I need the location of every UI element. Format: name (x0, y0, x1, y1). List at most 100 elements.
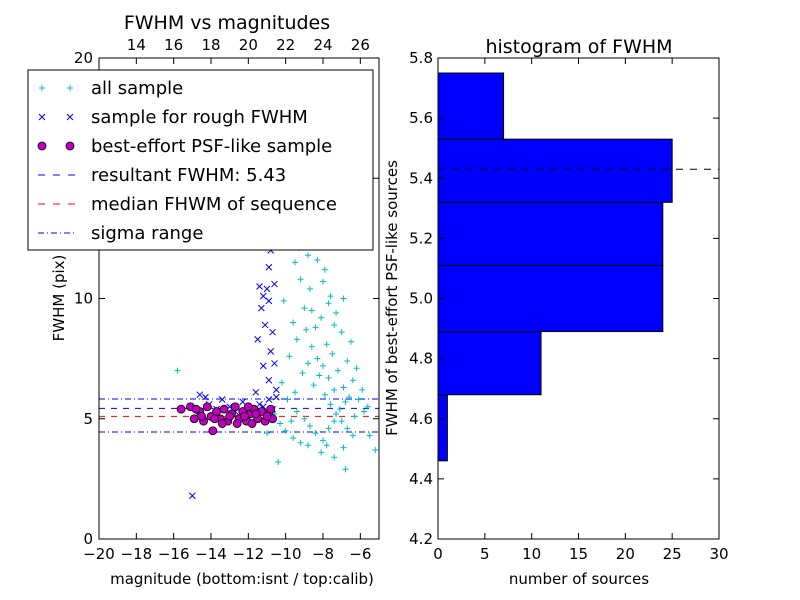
histogram-ylabel: FWHM of best-effort PSF-like sources (383, 160, 401, 436)
data-point (355, 396, 362, 403)
data-point (331, 454, 338, 461)
histogram-bar (437, 201, 664, 266)
data-point (265, 263, 273, 271)
data-point (306, 285, 313, 292)
data-point (174, 367, 181, 374)
top-x-tick-label: 16 (164, 36, 183, 54)
data-point (338, 418, 345, 425)
legend-marker (66, 113, 74, 121)
x-tick-label: −12 (233, 545, 265, 563)
data-point (361, 408, 368, 415)
data-point (265, 376, 273, 384)
y-tick-label: 5.6 (409, 109, 433, 127)
legend-label: resultant FWHM: 5.43 (91, 165, 286, 186)
data-point (264, 430, 270, 437)
y-tick-label: 4.8 (409, 350, 433, 368)
data-point (333, 309, 340, 316)
data-point (336, 406, 343, 413)
data-point (318, 314, 325, 321)
data-point (353, 365, 360, 372)
data-point (256, 283, 263, 290)
x-tick-label: −6 (349, 545, 371, 563)
y-tick-label: 4.6 (409, 410, 433, 428)
legend-marker (37, 141, 47, 151)
data-point (306, 422, 313, 429)
x-tick-label: −14 (195, 545, 227, 563)
data-point (225, 411, 235, 421)
data-point (266, 404, 276, 414)
data-point (308, 307, 315, 314)
data-point (297, 276, 304, 283)
data-point (331, 418, 338, 425)
data-point (344, 358, 351, 365)
y-tick-label: 5.4 (409, 169, 433, 187)
histogram-bar (437, 138, 673, 203)
data-point (202, 402, 212, 412)
top-x-tick-label: 18 (201, 36, 220, 54)
histogram-bar (437, 331, 542, 396)
x-tick-label: −10 (270, 545, 302, 563)
data-point (342, 398, 349, 405)
x-tick-label: 15 (569, 545, 588, 563)
data-point (259, 362, 267, 370)
data-point (278, 379, 285, 386)
data-point (320, 278, 326, 285)
data-point (282, 427, 289, 434)
data-point (314, 355, 321, 362)
data-point (288, 418, 295, 425)
y-tick-label: 5.0 (409, 290, 433, 308)
data-point (340, 444, 347, 451)
data-point (331, 321, 338, 328)
data-point (325, 374, 332, 381)
legend-label: median FHWM of sequence (91, 194, 337, 215)
x-tick-label: 10 (522, 545, 541, 563)
histogram-bar (437, 394, 448, 462)
data-point (299, 370, 306, 377)
data-point (293, 408, 300, 415)
legend-label: sample for rough FWHM (91, 107, 308, 128)
legend-marker (65, 141, 75, 151)
data-point (202, 393, 209, 401)
data-point (219, 404, 229, 414)
legend-box (27, 69, 374, 251)
data-point (197, 411, 207, 421)
data-point (188, 492, 196, 500)
data-point (265, 396, 273, 403)
data-point (290, 434, 297, 441)
data-point (259, 292, 267, 300)
data-point (271, 360, 278, 367)
data-point (351, 413, 358, 420)
data-point (280, 297, 287, 304)
data-point (301, 415, 308, 422)
x-tick-label: 0 (433, 545, 443, 563)
top-x-tick-label: 26 (351, 36, 370, 54)
histogram-panel: histogram of FWHM 0 5 10 15 20 25 30 4.2 4.4 4.6 4… (383, 36, 729, 588)
data-point (290, 319, 297, 326)
legend-marker (38, 113, 46, 121)
histogram-bar (437, 264, 664, 333)
data-point (210, 414, 220, 424)
x-tick-label: 20 (616, 545, 635, 563)
data-point (334, 367, 341, 374)
y-tick-label: 5 (83, 410, 93, 428)
data-point (305, 360, 312, 367)
data-point (292, 259, 298, 266)
data-point (189, 414, 199, 424)
data-point (323, 341, 330, 348)
data-point (277, 420, 284, 427)
data-point (305, 252, 312, 259)
data-point (340, 295, 347, 302)
x-tick-label: 5 (480, 545, 490, 563)
scatter-panel: FWHM vs magnitudes −20 −18 −16 −14 −12 −10 −8−… (27, 12, 380, 588)
data-point (303, 326, 310, 333)
top-x-tick-label: 20 (239, 36, 258, 54)
data-point (191, 404, 201, 414)
data-point (267, 348, 275, 355)
y-tick-label: 10 (74, 290, 93, 308)
data-point (269, 328, 276, 336)
data-point (349, 432, 356, 439)
data-point (310, 382, 317, 389)
x-tick-label: 30 (709, 545, 728, 563)
legend-label: best-effort PSF-like sample (91, 136, 332, 157)
